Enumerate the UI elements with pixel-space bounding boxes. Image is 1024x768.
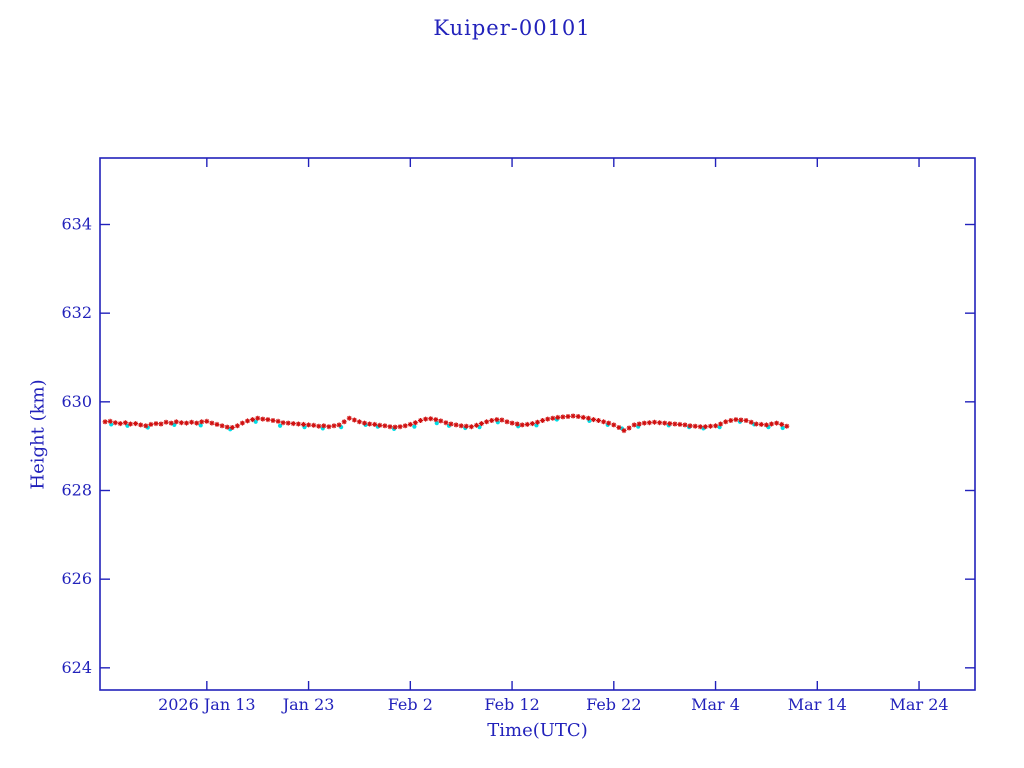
y-axis-title: Height (km) xyxy=(27,379,49,490)
x-tick-label: Jan 23 xyxy=(281,695,335,714)
y-tick-label: 628 xyxy=(61,481,92,500)
x-tick-label: Feb 12 xyxy=(484,695,539,714)
data-point-height-secondary xyxy=(125,423,130,428)
data-point-height-secondary xyxy=(172,422,177,427)
x-tick-label: Feb 22 xyxy=(586,695,641,714)
x-tick-label: 2026 Jan 13 xyxy=(158,695,256,714)
y-tick-label: 632 xyxy=(61,303,92,322)
data-point-height-secondary xyxy=(477,425,482,430)
data-point-height-secondary xyxy=(277,423,283,428)
chart-title: Kuiper-00101 xyxy=(433,16,591,40)
data-point-height-secondary xyxy=(253,419,258,424)
y-tick-label: 630 xyxy=(61,392,92,411)
x-tick-label: Mar 24 xyxy=(890,695,949,714)
data-point-height-secondary xyxy=(412,424,417,429)
x-tick-label: Mar 4 xyxy=(691,695,740,714)
x-tick-label: Feb 2 xyxy=(388,695,433,714)
plot-frame xyxy=(99,157,976,691)
data-point-height-secondary xyxy=(780,425,785,431)
x-axis-title: Time(UTC) xyxy=(487,720,588,741)
y-tick-label: 624 xyxy=(61,658,92,677)
x-tick-label: Mar 14 xyxy=(788,695,847,714)
y-tick-label: 634 xyxy=(61,215,92,234)
y-tick-label: 626 xyxy=(61,569,92,588)
data-points-height-primary xyxy=(102,413,790,434)
